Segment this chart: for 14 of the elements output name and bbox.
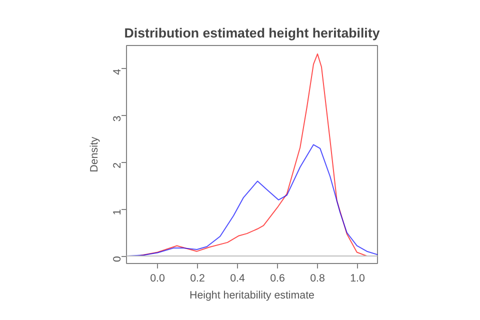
y-tick-label: 2 (112, 162, 124, 168)
x-axis-title: Height heritability estimate (190, 290, 315, 302)
y-tick-label: 1 (112, 209, 124, 216)
y-tick-label: 3 (112, 116, 124, 122)
x-tick-label: 0.8 (310, 272, 325, 284)
x-tick-label: 0.2 (190, 272, 205, 284)
y-tick-label: 4 (112, 68, 124, 75)
x-tick-label: 0.4 (230, 272, 245, 284)
x-tick-label: 0.6 (270, 272, 285, 284)
x-tick-label: 1.0 (350, 272, 365, 284)
chart-title: Distribution estimated height heritability (124, 26, 380, 40)
x-tick-label: 0.0 (150, 272, 165, 284)
y-tick-label: 0 (112, 256, 124, 262)
y-axis-title: Density (88, 136, 100, 172)
